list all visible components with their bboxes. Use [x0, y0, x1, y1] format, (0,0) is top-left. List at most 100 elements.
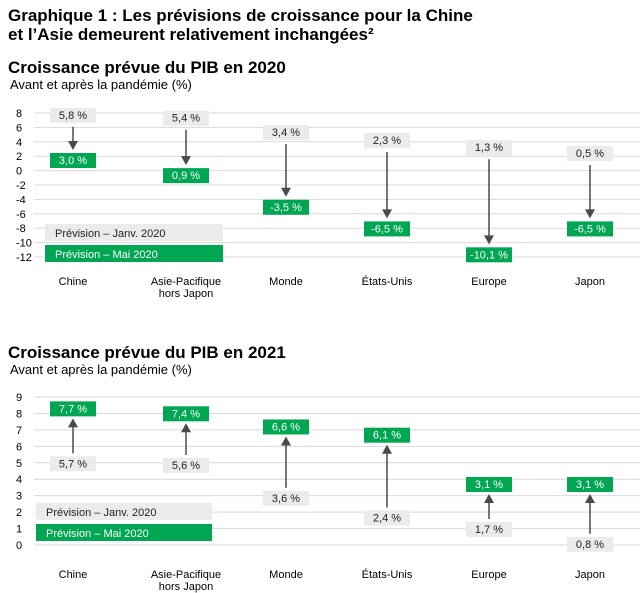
prevision-mai-label: 3,1 %	[475, 479, 503, 491]
prevision-mai-label: -10,1 %	[470, 249, 508, 261]
x-category-label: États-Unis	[362, 568, 413, 581]
chart-2021: 9 8 7 6 5 4 3 2 1 0 5,7 % 7,7 % Chine 5,6 % 7,4 % Asie-…	[16, 392, 640, 593]
y-tick-label: 1	[16, 524, 22, 536]
arrow-head	[484, 494, 494, 504]
prevision-janv-label-bg	[263, 490, 309, 506]
y-tick-label: -6	[16, 209, 26, 221]
prevision-mai-label: -6,5 %	[574, 223, 606, 235]
prevision-mai-label: 7,7 %	[59, 403, 87, 415]
prevision-janv-label: 5,4 %	[172, 113, 200, 125]
x-category-label: Chine	[59, 276, 88, 288]
y-tick-label: 4	[16, 137, 22, 149]
legend-mai-label: Prévision – Mai 2020	[46, 528, 149, 540]
x-category-label: Monde	[269, 276, 303, 288]
prevision-janv-label-bg	[163, 457, 209, 473]
prevision-mai-label-bg	[466, 477, 512, 493]
prevision-mai-label-bg	[263, 199, 309, 215]
prevision-janv-label: 5,6 %	[172, 460, 200, 472]
arrow-head	[68, 141, 78, 150]
x-category-label: Europe	[471, 276, 506, 288]
y-tick-label: -12	[16, 252, 32, 264]
prevision-janv-label-bg	[163, 110, 209, 126]
y-tick-label: 3	[16, 491, 22, 503]
legend-janv-swatch	[45, 224, 223, 241]
prevision-janv-label: 1,3 %	[475, 142, 503, 154]
arrow-head	[585, 494, 595, 504]
y-tick-label: -8	[16, 223, 26, 235]
arrow-head	[181, 156, 191, 166]
chart-2020-title: Croissance prévue du PIB en 2020	[8, 58, 286, 77]
figure-title-line2: et l’Asie demeurent relativement inchang…	[8, 25, 374, 44]
legend-mai-label: Prévision – Mai 2020	[55, 249, 158, 261]
chart-2020: 8 6 4 2 0 -2 -4 -6 -8 -10 -12 5,8 % 3,0 % Chine 5,4 % 0…	[16, 107, 640, 300]
arrow-head	[68, 418, 78, 428]
y-tick-label: 9	[16, 392, 22, 404]
prevision-janv-label: 0,5 %	[576, 148, 604, 160]
y-tick-label: 5	[16, 458, 22, 470]
y-tick-label: 0	[16, 166, 22, 178]
figure-title: Graphique 1 : Les prévisions de croissan…	[8, 6, 633, 44]
arrow-head	[181, 423, 191, 433]
prevision-mai-label-bg	[466, 247, 512, 263]
x-category-label: Asie-Pacifique hors Japon	[151, 569, 221, 593]
legend-janv-label: Prévision – Janv. 2020	[46, 507, 156, 519]
arrow-head	[382, 209, 392, 219]
y-tick-label: 7	[16, 425, 22, 437]
prevision-mai-label-bg	[50, 401, 96, 417]
y-tick-label: 2	[16, 151, 22, 163]
y-tick-label: -4	[16, 194, 26, 206]
y-tick-label: 2	[16, 507, 22, 519]
arrow-head	[281, 436, 291, 446]
prevision-mai-label: -3,5 %	[270, 202, 302, 214]
prevision-mai-label-bg	[364, 427, 410, 443]
prevision-janv-label: 3,4 %	[272, 127, 300, 139]
x-category-label: Monde	[269, 569, 303, 581]
x-category-label: États-Unis	[362, 275, 413, 288]
x-category-label: Japon	[575, 276, 605, 288]
prevision-mai-label-bg	[567, 221, 613, 237]
prevision-janv-label-bg	[466, 522, 512, 538]
prevision-mai-label: 6,1 %	[373, 430, 401, 442]
prevision-janv-label-bg	[567, 536, 613, 552]
y-tick-label: 4	[16, 474, 22, 486]
x-category-label: Asie-Pacifique hors Japon	[151, 276, 221, 300]
prevision-janv-label: 2,4 %	[373, 513, 401, 525]
prevision-mai-label-bg	[263, 419, 309, 435]
x-category-label: Europe	[471, 569, 506, 581]
legend-janv-swatch	[36, 503, 212, 520]
chart-2021-title: Croissance prévue du PIB en 2021	[8, 343, 286, 362]
y-tick-label: -10	[16, 238, 32, 250]
prevision-janv-label: 3,6 %	[272, 493, 300, 505]
prevision-janv-label: 0,8 %	[576, 539, 604, 551]
y-tick-label: 8	[16, 108, 22, 120]
y-tick-label: 0	[16, 540, 22, 552]
arrow-head	[585, 209, 595, 219]
chart-2021-subtitle: Avant et après la pandémie (%)	[10, 362, 192, 377]
y-tick-label: 6	[16, 122, 22, 134]
prevision-mai-label-bg	[163, 406, 209, 422]
chart-2020-subtitle: Avant et après la pandémie (%)	[10, 77, 192, 92]
prevision-janv-label-bg	[50, 107, 96, 123]
prevision-mai-label: 3,0 %	[59, 155, 87, 167]
figure-title-line1: Graphique 1 : Les prévisions de croissan…	[8, 6, 473, 25]
arrow-head	[281, 187, 291, 197]
prevision-janv-label: 1,7 %	[475, 524, 503, 536]
prevision-janv-label: 5,7 %	[59, 458, 87, 470]
prevision-mai-label: 7,4 %	[172, 408, 200, 420]
prevision-mai-label-bg	[163, 168, 209, 184]
prevision-mai-label-bg	[567, 477, 613, 493]
prevision-janv-label: 2,3 %	[373, 135, 401, 147]
y-tick-label: 8	[16, 408, 22, 420]
legend-mai-swatch	[45, 245, 223, 262]
prevision-janv-label-bg	[364, 133, 410, 149]
legend-janv-label: Prévision – Janv. 2020	[55, 228, 165, 240]
x-category-label: Chine	[59, 569, 88, 581]
y-tick-label: 6	[16, 441, 22, 453]
prevision-mai-label-bg	[364, 221, 410, 237]
prevision-janv-label: 5,8 %	[59, 110, 87, 122]
prevision-janv-label-bg	[466, 140, 512, 156]
x-category-label: Japon	[575, 569, 605, 581]
y-tick-label: -2	[16, 180, 26, 192]
prevision-janv-label-bg	[567, 146, 613, 161]
prevision-mai-label: 6,6 %	[272, 421, 300, 433]
